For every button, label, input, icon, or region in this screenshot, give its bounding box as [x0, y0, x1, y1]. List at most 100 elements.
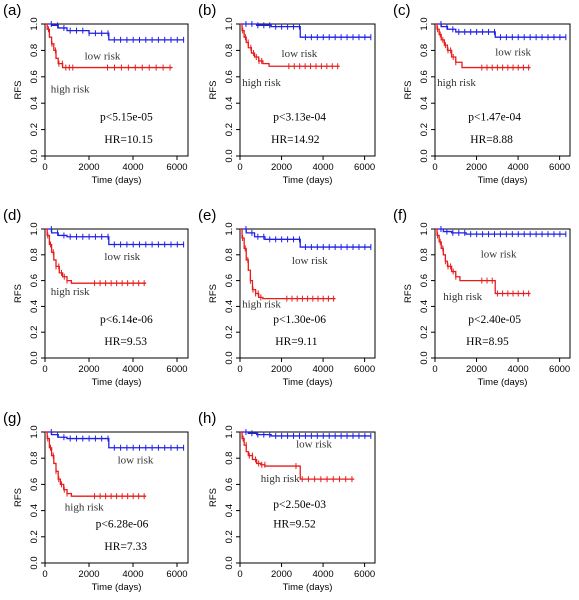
km-panel: (b) 0.0 0.2 0.4 0.6 0.8 1.0 0 2000 4000 6000 Time (… [198, 2, 376, 186]
p-value-text: p<5.15e-05 [100, 111, 153, 123]
x-tick-label: 0 [237, 569, 242, 580]
x-axis-label: Time (days) [92, 377, 142, 388]
low-risk-curve [435, 228, 566, 235]
plot-frame [239, 23, 376, 157]
y-tick-label: 1.0 [29, 425, 40, 438]
low-risk-curve [240, 23, 371, 38]
hazard-ratio-text: HR=9.11 [275, 336, 317, 348]
y-tick-label: 0.8 [29, 248, 40, 261]
y-axis-label: RFS [208, 284, 219, 303]
y-tick-label: 0.0 [419, 149, 430, 162]
y-axis-label: RFS [13, 284, 24, 303]
low-risk-label: low risk [282, 48, 318, 60]
y-axis-label: RFS [208, 81, 219, 100]
y-tick-label: 0.8 [419, 248, 430, 261]
high-risk-label: high risk [443, 291, 482, 303]
km-panel: (e) 0.0 0.2 0.4 0.6 0.8 1.0 0 2000 4000 6000 Time (… [198, 207, 376, 388]
y-tick-label: 0.4 [419, 97, 430, 110]
x-tick-label: 4000 [508, 162, 529, 173]
y-tick-label: 1.0 [419, 17, 430, 30]
p-value-text: p<2.50e-03 [273, 499, 326, 511]
panel-label: (d) [3, 207, 21, 224]
x-tick-label: 2000 [78, 162, 99, 173]
y-tick-label: 0.8 [224, 452, 235, 465]
low-risk-label: low risk [296, 439, 332, 451]
x-axis-label: Time (days) [92, 175, 142, 186]
p-value-text: p<6.14e-06 [100, 314, 153, 326]
y-tick-label: 1.0 [224, 222, 235, 235]
high-risk-label: high risk [261, 473, 300, 485]
high-risk-curve [435, 23, 531, 69]
x-tick-label: 4000 [122, 364, 143, 375]
hazard-ratio-text: HR=9.52 [273, 519, 316, 531]
y-tick-label: 0.8 [29, 452, 40, 465]
hazard-ratio-text: HR=10.15 [104, 134, 153, 146]
x-tick-label: 6000 [354, 162, 375, 173]
y-tick-label: 0.6 [29, 70, 40, 83]
y-tick-label: 0.0 [29, 556, 40, 569]
plot-frame [239, 228, 376, 359]
y-tick-label: 0.8 [224, 44, 235, 57]
panel-label: (b) [198, 2, 216, 19]
hazard-ratio-text: HR=7.33 [104, 541, 147, 553]
low-risk-label: low risk [292, 255, 328, 267]
km-panel: (d) 0.0 0.2 0.4 0.6 0.8 1.0 0 2000 4000 6000 Time (… [3, 207, 189, 388]
x-tick-label: 0 [237, 162, 242, 173]
x-axis-label: Time (days) [283, 377, 333, 388]
y-tick-label: 0.6 [419, 70, 430, 83]
y-tick-label: 0.2 [419, 326, 430, 339]
y-tick-label: 0.4 [224, 300, 235, 313]
y-tick-label: 0.0 [224, 556, 235, 569]
x-axis-label: Time (days) [283, 582, 333, 593]
low-risk-curve [240, 431, 371, 437]
y-axis-label: RFS [403, 284, 414, 303]
x-tick-label: 0 [42, 364, 47, 375]
low-risk-label: low risk [481, 248, 517, 260]
x-tick-label: 6000 [549, 364, 570, 375]
high-risk-curve [240, 23, 340, 67]
low-risk-label: low risk [495, 47, 531, 59]
y-tick-label: 0.8 [419, 44, 430, 57]
y-tick-label: 0.2 [29, 326, 40, 339]
y-tick-label: 0.8 [29, 44, 40, 57]
panel-label: (h) [198, 410, 216, 427]
y-tick-label: 0.2 [29, 123, 40, 136]
x-tick-label: 2000 [271, 162, 292, 173]
y-axis-label: RFS [13, 81, 24, 100]
km-panel: (f) 0.0 0.2 0.4 0.6 0.8 1.0 0 2000 4000 6000 Time (… [393, 207, 571, 388]
high-risk-curve [240, 228, 336, 300]
x-axis-label: Time (days) [478, 377, 528, 388]
plot-frame [44, 23, 189, 157]
y-tick-label: 0.0 [419, 351, 430, 364]
panel-label: (c) [393, 2, 411, 19]
high-risk-label: high risk [242, 77, 281, 89]
y-tick-label: 0.4 [419, 300, 430, 313]
y-tick-label: 0.4 [29, 97, 40, 110]
p-value-text: p<1.30e-06 [273, 314, 326, 326]
x-tick-label: 0 [432, 364, 437, 375]
hazard-ratio-text: HR=8.88 [470, 134, 513, 146]
y-tick-label: 0.4 [29, 504, 40, 517]
x-tick-label: 0 [237, 364, 242, 375]
x-axis-label: Time (days) [92, 582, 142, 593]
x-tick-label: 6000 [166, 364, 187, 375]
y-tick-label: 0.6 [224, 478, 235, 491]
y-tick-label: 0.6 [224, 70, 235, 83]
high-risk-label: high risk [51, 286, 90, 298]
km-panel: (c) 0.0 0.2 0.4 0.6 0.8 1.0 0 2000 4000 6000 Time (… [393, 2, 571, 186]
y-tick-label: 0.0 [29, 351, 40, 364]
low-risk-label: low risk [118, 454, 154, 466]
x-tick-label: 4000 [122, 162, 143, 173]
hazard-ratio-text: HR=8.95 [466, 336, 509, 348]
y-tick-label: 0.4 [224, 504, 235, 517]
y-tick-label: 0.8 [224, 248, 235, 261]
x-tick-label: 2000 [78, 569, 99, 580]
y-tick-label: 0.6 [29, 478, 40, 491]
y-tick-label: 1.0 [224, 425, 235, 438]
x-tick-label: 0 [432, 162, 437, 173]
y-tick-label: 0.0 [224, 351, 235, 364]
x-axis-label: Time (days) [283, 175, 333, 186]
x-tick-label: 6000 [549, 162, 570, 173]
km-panel: (h) 0.0 0.2 0.4 0.6 0.8 1.0 0 2000 4000 6000 Time (… [198, 410, 376, 593]
